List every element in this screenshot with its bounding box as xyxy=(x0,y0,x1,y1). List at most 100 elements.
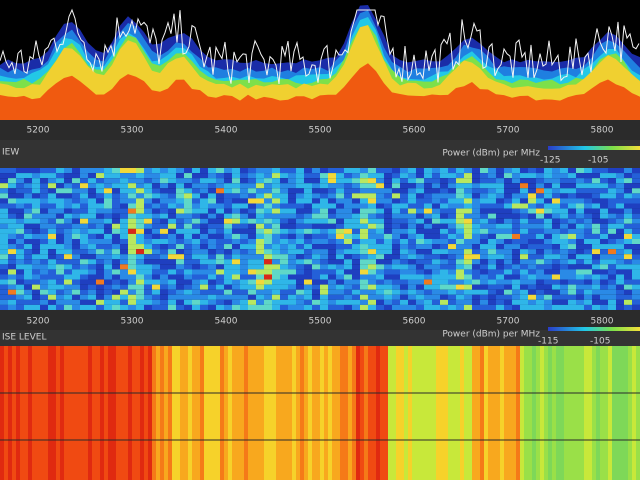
heat-cell xyxy=(464,289,472,295)
heat-cell xyxy=(368,168,376,174)
heat-cell xyxy=(552,264,560,270)
heat-cell xyxy=(176,244,184,250)
heat-cell xyxy=(352,279,360,285)
heat-cell xyxy=(384,244,392,250)
heat-cell xyxy=(80,269,88,275)
heat-cell xyxy=(288,203,296,209)
heat-cell xyxy=(120,249,128,255)
heat-cell xyxy=(504,264,512,270)
heat-cell xyxy=(120,223,128,229)
heat-cell xyxy=(64,198,72,204)
heat-cell xyxy=(552,274,560,280)
heat-cell xyxy=(48,228,56,234)
heat-cell xyxy=(376,183,384,189)
heat-cell xyxy=(64,218,72,224)
heat-cell xyxy=(424,198,432,204)
heat-cell xyxy=(136,304,144,310)
heat-cell xyxy=(472,183,480,189)
heat-cell xyxy=(128,193,136,199)
heat-cell xyxy=(512,289,520,295)
heat-cell xyxy=(168,188,176,194)
heat-cell xyxy=(88,193,96,199)
heat-cell xyxy=(208,294,216,300)
heat-cell xyxy=(64,274,72,280)
heat-cell xyxy=(8,193,16,199)
heat-cell xyxy=(256,269,264,275)
heat-cell xyxy=(248,289,256,295)
heat-cell xyxy=(248,213,256,219)
heat-cell xyxy=(368,208,376,214)
heat-cell xyxy=(48,259,56,265)
heat-cell xyxy=(576,173,584,179)
heat-cell xyxy=(416,203,424,209)
noise-stripe xyxy=(176,346,180,480)
heat-cell xyxy=(480,193,488,199)
noise-stripe xyxy=(80,346,84,480)
heat-cell xyxy=(184,294,192,300)
heat-cell xyxy=(64,259,72,265)
heat-cell xyxy=(368,274,376,280)
heat-cell xyxy=(224,213,232,219)
heat-cell xyxy=(336,183,344,189)
heat-cell xyxy=(120,213,128,219)
heat-cell xyxy=(568,198,576,204)
noise-stripe xyxy=(376,346,380,480)
heat-cell xyxy=(360,188,368,194)
heat-cell xyxy=(600,289,608,295)
heat-cell xyxy=(32,238,40,245)
heat-cell xyxy=(480,208,488,214)
heat-cell xyxy=(152,228,160,234)
heat-cell xyxy=(536,218,544,224)
heat-cell xyxy=(176,198,184,204)
heat-cell xyxy=(104,249,112,255)
heat-cell xyxy=(56,228,64,234)
heat-cell xyxy=(304,259,312,265)
heat-cell xyxy=(112,188,120,194)
heat-cell xyxy=(72,188,80,194)
heat-cell xyxy=(464,203,472,209)
heat-cell xyxy=(616,304,624,310)
heat-cell xyxy=(16,304,24,310)
heat-cell xyxy=(536,299,544,305)
heat-cell xyxy=(440,173,448,179)
heat-cell xyxy=(496,279,504,285)
noise-stripe xyxy=(232,346,236,480)
noise-stripe xyxy=(472,346,476,480)
heat-cell xyxy=(272,279,280,285)
heat-cell xyxy=(176,233,184,240)
heat-cell xyxy=(440,208,448,214)
heat-cell xyxy=(368,264,376,270)
heat-cell xyxy=(200,173,208,179)
heat-cell xyxy=(0,213,8,219)
heat-cell xyxy=(592,223,600,229)
heat-cell xyxy=(224,178,232,184)
heat-cell xyxy=(472,294,480,300)
heat-cell xyxy=(304,213,312,219)
heat-cell xyxy=(360,233,368,240)
heat-cell xyxy=(552,218,560,224)
heat-cell xyxy=(560,244,568,250)
heat-cell xyxy=(56,264,64,270)
heat-cell xyxy=(0,188,8,194)
heat-cell xyxy=(184,244,192,250)
heat-cell xyxy=(176,304,184,310)
heat-cell xyxy=(632,289,640,295)
heat-cell xyxy=(72,244,80,250)
heat-cell xyxy=(104,244,112,250)
heat-cell xyxy=(200,178,208,184)
heat-cell xyxy=(56,218,64,224)
heat-cell xyxy=(472,168,480,174)
heat-cell xyxy=(56,274,64,280)
heat-cell xyxy=(24,218,32,224)
heat-cell xyxy=(56,223,64,229)
heat-cell xyxy=(232,183,240,189)
heat-cell xyxy=(616,289,624,295)
heat-cell xyxy=(168,244,176,250)
heat-cell xyxy=(304,198,312,204)
heat-cell xyxy=(232,228,240,234)
heat-cell xyxy=(584,289,592,295)
heat-cell xyxy=(488,168,496,174)
heat-cell xyxy=(496,223,504,229)
noise-stripe xyxy=(380,346,384,480)
heat-cell xyxy=(40,168,48,174)
